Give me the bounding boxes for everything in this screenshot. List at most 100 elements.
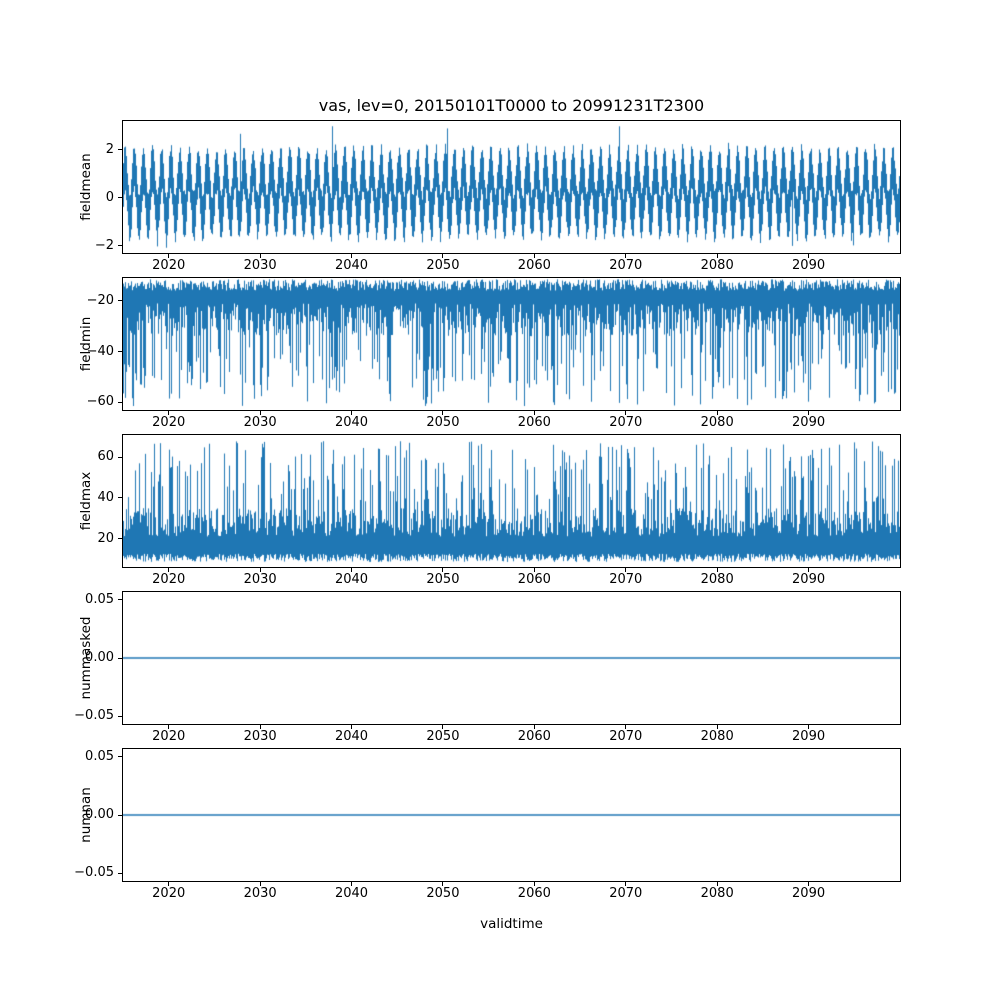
x-tick-label: 2070 — [609, 572, 643, 587]
x-tick-label: 2070 — [609, 886, 643, 901]
y-tick-label: −20 — [86, 292, 114, 308]
x-tick-label: 2070 — [609, 729, 643, 744]
y-tick — [118, 300, 122, 302]
y-tick — [118, 245, 122, 247]
y-tick — [118, 814, 122, 816]
y-tick-label: 2 — [105, 141, 114, 157]
x-tick — [168, 882, 170, 886]
x-tick — [168, 568, 170, 572]
y-axis-label-fieldmean: fieldmean — [78, 153, 94, 221]
x-tick — [808, 568, 810, 572]
x-tick — [625, 568, 627, 572]
figure-title: vas, lev=0, 20150101T0000 to 20991231T23… — [318, 96, 705, 115]
x-tick — [625, 254, 627, 258]
x-tick — [259, 882, 261, 886]
x-tick-label: 2070 — [609, 258, 643, 273]
x-tick-label: 2060 — [517, 572, 551, 587]
x-tick-label: 2050 — [426, 729, 460, 744]
x-tick — [351, 411, 353, 415]
x-tick-label: 2040 — [334, 729, 369, 744]
x-tick — [716, 725, 718, 729]
x-tick-label: 2030 — [243, 415, 277, 430]
plot-area-fieldmean — [122, 120, 901, 254]
x-tick-label: 2040 — [334, 415, 369, 430]
x-tick — [808, 725, 810, 729]
x-tick — [625, 411, 627, 415]
y-tick — [118, 538, 122, 540]
y-tick-label: 40 — [97, 489, 114, 505]
x-tick-label: 2090 — [792, 886, 826, 901]
x-tick-label: 2060 — [517, 886, 551, 901]
x-tick — [533, 725, 535, 729]
x-tick-label: 2080 — [700, 572, 734, 587]
x-tick-label: 2040 — [334, 886, 369, 901]
plot-area-numnan — [122, 748, 901, 882]
x-tick — [168, 254, 170, 258]
x-tick-label: 2040 — [334, 258, 369, 273]
y-tick — [118, 715, 122, 717]
x-tick — [625, 725, 627, 729]
x-tick — [259, 725, 261, 729]
series-line-fieldmin — [123, 278, 900, 410]
x-tick — [442, 882, 444, 886]
plot-area-nummasked — [122, 591, 901, 725]
y-tick — [118, 456, 122, 458]
x-tick — [168, 411, 170, 415]
x-tick — [716, 411, 718, 415]
x-tick — [351, 882, 353, 886]
series-line-numnan — [123, 749, 900, 881]
x-tick-label: 2020 — [152, 258, 186, 273]
x-tick-label: 2020 — [152, 572, 186, 587]
x-tick-label: 2050 — [426, 886, 460, 901]
x-tick — [716, 254, 718, 258]
series-line-fieldmax — [123, 435, 900, 567]
y-tick-label: 0.05 — [85, 748, 114, 764]
x-tick-label: 2060 — [517, 415, 551, 430]
x-tick-label: 2080 — [700, 415, 734, 430]
x-tick-label: 2030 — [243, 258, 277, 273]
x-tick-label: 2030 — [243, 729, 277, 744]
x-tick-label: 2090 — [792, 572, 826, 587]
x-tick-label: 2080 — [700, 886, 734, 901]
x-tick-label: 2080 — [700, 258, 734, 273]
x-tick — [442, 411, 444, 415]
x-tick — [259, 411, 261, 415]
y-tick-label: 20 — [97, 530, 114, 546]
x-tick — [533, 254, 535, 258]
y-tick-label: 0.00 — [85, 650, 114, 665]
x-tick-label: 2050 — [426, 572, 460, 587]
x-tick — [716, 882, 718, 886]
x-tick-label: 2030 — [243, 886, 277, 901]
x-tick-label: 2040 — [334, 572, 369, 587]
x-tick-label: 2090 — [792, 415, 826, 430]
y-tick — [118, 599, 122, 601]
y-tick-label: 0 — [105, 189, 114, 205]
x-tick-label: 2090 — [792, 258, 826, 273]
x-tick — [442, 725, 444, 729]
series-line-fieldmean — [123, 121, 900, 253]
x-tick-label: 2080 — [700, 729, 734, 744]
x-tick — [808, 882, 810, 886]
y-tick — [118, 401, 122, 403]
x-tick — [716, 568, 718, 572]
y-tick — [118, 657, 122, 659]
x-tick — [442, 254, 444, 258]
y-tick-label: −40 — [86, 343, 114, 359]
plot-area-fieldmax — [122, 434, 901, 568]
x-tick-label: 2020 — [152, 729, 186, 744]
y-tick — [118, 351, 122, 353]
x-tick — [442, 568, 444, 572]
y-tick-label: −2 — [94, 237, 114, 253]
y-tick-label: −60 — [86, 394, 114, 410]
y-tick-label: −0.05 — [74, 865, 114, 881]
x-tick — [168, 725, 170, 729]
y-tick — [118, 872, 122, 874]
series-line-nummasked — [123, 592, 900, 724]
y-tick — [118, 497, 122, 499]
x-tick-label: 2060 — [517, 258, 551, 273]
plot-area-fieldmin — [122, 277, 901, 411]
x-tick — [351, 568, 353, 572]
x-tick — [808, 411, 810, 415]
x-tick-label: 2020 — [152, 886, 186, 901]
